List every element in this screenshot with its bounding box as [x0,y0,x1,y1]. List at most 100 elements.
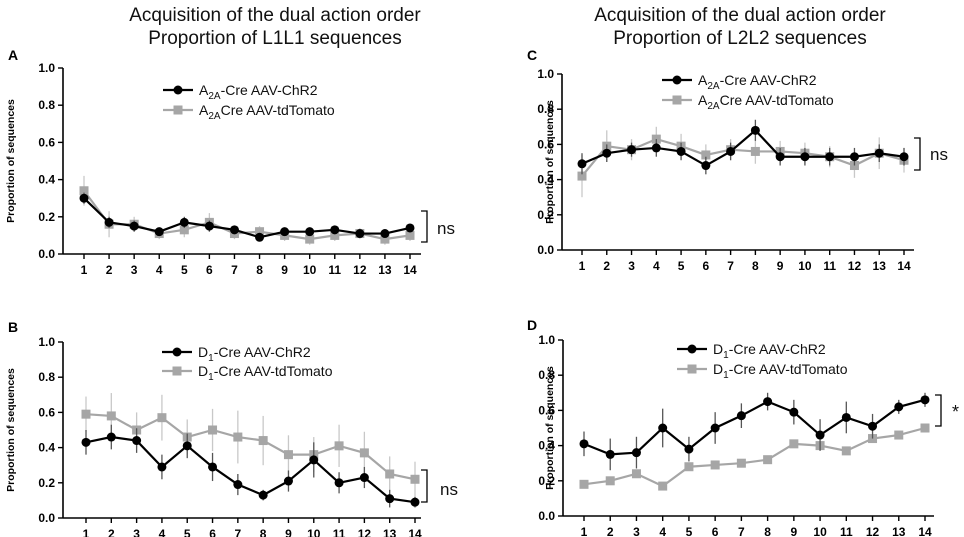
data-point [405,230,415,240]
y-tick-label: 0.4 [537,173,554,187]
x-tick-label: 13 [892,525,906,537]
left-title-line2: Proportion of L1L1 sequences [148,28,402,49]
data-point [309,455,319,465]
x-tick-label: 12 [353,263,367,277]
data-point [789,439,799,449]
data-point [330,225,340,235]
data-point [605,476,615,486]
data-point [726,146,736,156]
legend-label: A2ACre AAV-tdTomato [199,102,335,122]
y-tick-label: 0.2 [538,474,555,488]
y-tick-label: 0.4 [538,439,555,453]
data-point [157,462,167,472]
data-point [258,490,268,500]
legend-label: A2A-Cre AAV-ChR2 [698,72,817,92]
x-tick-label: 2 [603,259,610,273]
x-tick-label: 5 [678,259,685,273]
data-point [280,227,290,237]
significance-label: * [952,402,959,422]
x-tick-label: 8 [764,525,771,537]
x-tick-label: 11 [328,263,341,277]
x-tick-label: 14 [897,259,911,273]
chart-panel-a: A Proportion of sequences 0.0 0.2 0.4 0.6 0.8 1… [5,47,455,277]
panel-letter: A [8,47,18,63]
data-point [132,436,142,446]
legend-entry: D1-Cre AAV-ChR2 [677,341,826,361]
x-tick-label: 6 [209,527,216,537]
y-axis-label: Proportion of sequences [5,368,17,492]
significance-bracket [935,394,942,427]
x-tick-label: 2 [607,525,614,537]
legend-label: D1-Cre AAV-ChR2 [198,344,311,364]
y-tick-label: 0.8 [38,98,55,112]
x-tick-label: 10 [798,259,812,273]
data-point [359,448,369,458]
x-tick-label: 9 [285,527,292,537]
right-title-line2: Proportion of L2L2 sequences [613,28,867,49]
x-tick-label: 1 [579,259,586,273]
data-point [631,448,641,458]
x-tick-label: 1 [83,527,90,537]
data-point [81,437,91,447]
data-point [208,425,218,435]
data-point [355,229,365,239]
data-point [658,481,668,491]
y-tick-label: 0.2 [38,210,55,224]
x-tick-label: 12 [848,259,862,273]
data-point [920,395,930,405]
series-gray [579,423,930,491]
data-point [605,449,615,459]
legend-entry: A2A-Cre AAV-ChR2 [662,72,817,92]
legend-entry: D1-Cre AAV-tdTomato [677,361,848,381]
data-point [233,480,243,490]
significance-label: ns [440,480,458,499]
panel-letter: C [527,47,537,63]
legend-entry: D1-Cre AAV-tdTomato [162,363,333,383]
data-point [684,462,694,472]
left-title: Acquisition of the dual action order Pro… [110,4,440,50]
x-tick-label: 2 [106,263,113,277]
x-tick-label: 8 [752,259,759,273]
x-tick-label: 4 [156,263,163,277]
data-point [750,146,760,156]
legend-label: D1-Cre AAV-tdTomato [198,363,333,383]
right-title: Acquisition of the dual action order Pro… [575,4,905,50]
chart-panel-c: C Proportion of sequences 0.0 0.2 0.4 0.6 0.8 1… [527,47,948,273]
data-point [849,152,859,162]
panel-letter: B [8,319,18,335]
legend-marker [672,95,682,105]
significance-label: ns [930,145,948,164]
y-tick-label: 1.0 [537,67,554,81]
x-tick-label: 11 [333,527,346,537]
data-point [894,430,904,440]
data-point [676,146,686,156]
y-tick-label: 0.0 [538,509,555,523]
data-point [815,430,825,440]
x-tick-label: 5 [184,527,191,537]
legend-entry: A2ACre AAV-tdTomato [163,102,335,122]
series-black [579,392,930,471]
chart-panel-d: D Proportion of sequences 0.0 0.2 0.4 0.6 0.8 1… [527,317,959,537]
data-point [405,223,415,233]
x-tick-label: 11 [823,259,836,273]
y-axis-label: Proportion of sequences [544,100,556,224]
data-point [410,474,420,484]
data-point [658,423,668,433]
x-tick-label: 13 [378,263,392,277]
data-point [380,229,390,239]
data-point [899,152,909,162]
series-black [577,119,909,175]
data-point [763,455,773,465]
series-line [85,413,416,481]
significance-bracket [914,137,921,171]
x-tick-label: 7 [231,263,238,277]
x-tick-label: 9 [281,263,288,277]
data-point [874,148,884,158]
x-tick-label: 5 [181,263,188,277]
x-tick-label: 10 [813,525,827,537]
x-tick-label: 7 [727,259,734,273]
y-tick-label: 0.6 [38,405,55,419]
data-point [380,234,390,244]
data-point [701,161,711,171]
